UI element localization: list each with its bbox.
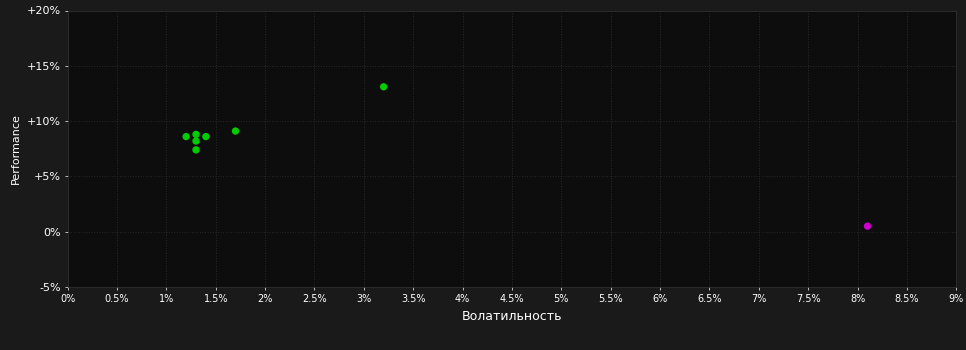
Point <box>188 147 204 153</box>
Point <box>376 84 391 90</box>
Point <box>860 223 875 229</box>
Point <box>198 134 213 139</box>
Point <box>188 138 204 144</box>
Point <box>228 128 243 134</box>
Point <box>179 134 194 139</box>
Y-axis label: Performance: Performance <box>11 113 21 184</box>
X-axis label: Волатильность: Волатильность <box>462 309 562 322</box>
Point <box>188 132 204 137</box>
